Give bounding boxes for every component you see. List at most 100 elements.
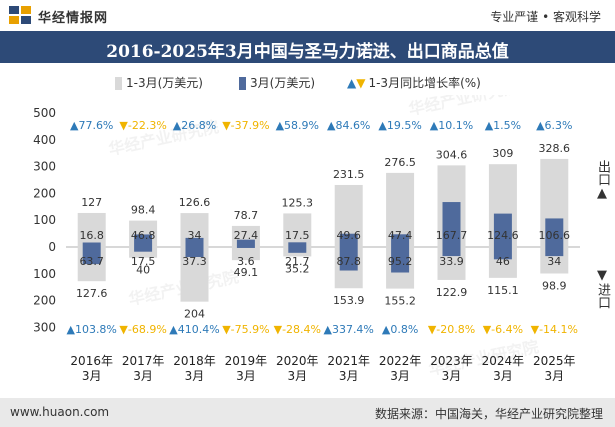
data-label-import-march: 33.9 (439, 255, 464, 268)
data-label-import-cumulative: 40 (136, 264, 150, 277)
growth-export-label: ▲58.9% (276, 119, 319, 132)
export-arrow-icon: ▲ (597, 186, 607, 201)
bar-import-march (339, 247, 358, 271)
x-tick-label: 3月 (493, 369, 513, 383)
growth-export-label: ▲77.6% (70, 119, 113, 132)
brand-name: 华经情报网 (38, 11, 109, 26)
growth-import-label: ▲103.8% (66, 323, 116, 336)
data-label-import-march: 63.7 (79, 255, 104, 268)
y-tick-label: 0 (48, 240, 56, 254)
bar-import-march (82, 247, 101, 265)
x-tick-label: 2017年 (122, 354, 165, 368)
legend-item-growth: ▲▼ 1-3月同比增长率(%) (347, 74, 481, 91)
data-label-import-cumulative: 153.9 (333, 294, 365, 307)
growth-import-label: ▼-20.8% (428, 323, 475, 336)
export-side-label: 出口 ▲ (595, 160, 610, 201)
bar-import-march (185, 247, 204, 257)
bar-import-march (493, 247, 512, 260)
data-label-import-cumulative: 204 (184, 308, 205, 321)
data-label-export-march: 17.5 (285, 229, 310, 242)
bar-import-cumulative (231, 247, 260, 261)
x-tick-label: 2016年 (70, 354, 113, 368)
growth-import-label: ▲410.4% (169, 323, 219, 336)
x-tick-label: 3月 (287, 369, 307, 383)
data-label-export-cumulative: 125.3 (282, 196, 314, 209)
bar-export-march (391, 234, 410, 247)
data-label-import-cumulative: 155.2 (384, 295, 416, 308)
data-label-import-cumulative: 98.9 (542, 280, 567, 293)
data-label-export-cumulative: 78.7 (234, 209, 259, 222)
growth-import-label: ▼-14.1% (531, 323, 578, 336)
legend-swatch-cumulative (115, 77, 122, 90)
growth-export-label: ▲6.3% (536, 119, 572, 132)
data-label-export-cumulative: 231.5 (333, 168, 365, 181)
data-label-export-march: 167.7 (436, 229, 468, 242)
legend-up-triangle-icon: ▲ (347, 76, 357, 90)
data-label-export-march: 34 (188, 229, 202, 242)
huajing-logo-icon (9, 6, 31, 24)
data-label-import-march: 95.2 (388, 255, 413, 268)
data-label-export-cumulative: 127 (81, 196, 102, 209)
data-label-export-march: 27.4 (234, 229, 259, 242)
data-label-export-march: 46.8 (131, 229, 156, 242)
data-label-export-march: 49.6 (336, 229, 361, 242)
legend-label-cumulative: 1-3月(万美元) (126, 76, 203, 90)
x-tick-label: 3月 (339, 369, 359, 383)
bar-import-march (236, 247, 255, 248)
bar-export-march (442, 202, 461, 247)
data-label-import-cumulative: 35.2 (285, 262, 310, 275)
chart-plot: 华经产业研究院华经产业研究院华经产业研究院华经产业研究院 50040030020… (33, 95, 580, 383)
data-label-import-march: 87.8 (336, 255, 361, 268)
data-label-import-cumulative: 127.6 (76, 287, 108, 300)
bar-import-march (134, 247, 153, 252)
x-tick-label: 2021年 (327, 354, 370, 368)
growth-export-label: ▼-22.3% (119, 119, 166, 132)
y-tick-label: 400 (33, 133, 56, 147)
data-label-export-cumulative: 126.6 (179, 196, 211, 209)
growth-export-label: ▲26.8% (173, 119, 216, 132)
x-tick-label: 2024年 (482, 354, 525, 368)
y-tick-label: 200 (33, 186, 56, 200)
bar-export-march (493, 213, 512, 247)
growth-export-label: ▲10.1% (430, 119, 473, 132)
footer-bar: www.huaon.com 数据来源：中国海关，华经产业研究院整理 (0, 398, 615, 427)
bar-export-march (185, 237, 204, 247)
data-label-export-cumulative: 276.5 (384, 156, 416, 169)
y-tick-label: 500 (33, 106, 56, 120)
website-link[interactable]: www.huaon.com (10, 405, 110, 419)
chart-title: 2016-2025年3月中国与圣马力诺进、出口商品总值 (106, 42, 509, 62)
data-label-export-cumulative: 328.6 (539, 142, 571, 155)
x-tick-label: 2019年 (225, 354, 268, 368)
growth-import-label: ▼-6.4% (483, 323, 523, 336)
watermark-text: 华经产业研究院 (407, 95, 521, 119)
export-side-text: 出口 (595, 160, 610, 186)
data-label-export-march: 124.6 (487, 229, 519, 242)
x-tick-label: 2020年 (276, 354, 319, 368)
data-label-import-cumulative: 115.1 (487, 284, 519, 297)
bar-import-march (391, 247, 410, 273)
bars-group (77, 158, 569, 302)
bar-export-march (82, 242, 101, 247)
x-tick-label: 3月 (236, 369, 256, 383)
x-tick-label: 3月 (133, 369, 153, 383)
x-tick-label: 3月 (82, 369, 102, 383)
legend-label-march: 3月(万美元) (250, 76, 315, 90)
growth-export-label: ▲84.6% (327, 119, 370, 132)
x-tick-label: 3月 (442, 369, 462, 383)
data-label-export-march: 47.4 (388, 229, 413, 242)
bar-import-march (288, 247, 307, 253)
data-label-import-march: 46 (496, 255, 510, 268)
growth-import-label: ▲0.8% (382, 323, 418, 336)
growth-export-label: ▼-37.9% (222, 119, 269, 132)
bar-export-cumulative (77, 212, 106, 247)
import-side-text: 进口 (595, 283, 610, 309)
bar-export-march (236, 239, 255, 247)
bar-import-march (442, 247, 461, 257)
y-tick-label: 300 (33, 160, 56, 174)
data-label-export-cumulative: 98.4 (131, 204, 156, 217)
x-tick-label: 2022年 (379, 354, 422, 368)
y-tick-label: 200 (33, 294, 56, 308)
growth-import-label: ▼-75.9% (222, 323, 269, 336)
title-bar (0, 31, 615, 63)
bar-export-cumulative (283, 213, 312, 247)
